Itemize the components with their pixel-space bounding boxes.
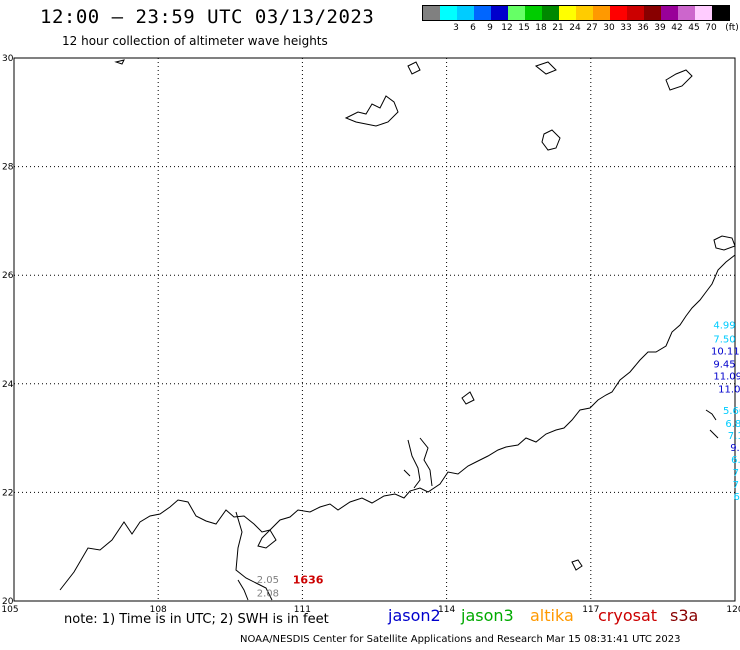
wave-height-value: 2.05: [257, 575, 279, 586]
color-swatch: [593, 6, 610, 20]
color-scale-tick-label: 42: [671, 23, 683, 33]
coastline-bay: [257, 529, 277, 549]
wave-height-value: 11.09: [713, 371, 740, 382]
color-swatch: [576, 6, 593, 20]
color-swatch: [644, 6, 661, 20]
coastline-mainland: [59, 254, 736, 591]
latitude-tick-label: 26: [2, 271, 14, 281]
satellite-legend-item: cryosat: [598, 606, 658, 625]
color-swatch: [678, 6, 695, 20]
color-swatch: [610, 6, 627, 20]
color-scale-tick-label: 9: [487, 23, 493, 33]
coastline: [59, 59, 736, 601]
wave-height-value: 7.1: [728, 431, 740, 442]
color-scale-tick-label: 12: [501, 23, 513, 33]
coastline-leizhou: [235, 511, 273, 601]
axis-labels: 105 108 111 114 117 120 30 28 26 24 22 20: [1, 54, 740, 615]
wave-height-value: 10.11: [711, 346, 740, 357]
color-swatch: [440, 6, 457, 20]
color-scale-tick-label: 15: [518, 23, 530, 33]
color-swatch: [712, 6, 729, 20]
color-swatch: [525, 6, 542, 20]
map-title: 12:00 – 23:59 UTC 03/13/2023: [40, 6, 375, 28]
color-scale-tick-label: 21: [552, 23, 564, 33]
longitude-tick-label: 108: [150, 605, 167, 615]
color-scale-swatches: [422, 5, 730, 21]
longitude-tick-label: 120: [726, 605, 740, 615]
wave-height-value: 4.99: [713, 320, 735, 331]
wave-height-value: 6: [734, 492, 740, 503]
coastline-hainan-strait: [237, 579, 249, 601]
color-swatch: [508, 6, 525, 20]
wave-height-observations: 4.997.5010.119.4511.0911.095.666.837.19.…: [257, 320, 740, 599]
wave-height-color-scale: 3 6 9 12 15 18 21 24 27 30 33 36 39 42 45 70 (ft): [422, 5, 739, 35]
lake-small-3: [665, 69, 693, 91]
wave-height-value: 6.83: [725, 419, 740, 430]
color-scale-tick-label: 24: [569, 23, 581, 33]
map-subtitle: 12 hour collection of altimeter wave hei…: [62, 34, 328, 48]
wave-height-value: 9.45: [713, 360, 735, 371]
color-scale-labels: 3 6 9 12 15 18 21 24 27 30 33 36 39 42 45 70 (ft): [422, 21, 739, 35]
color-scale-tick-label: 70: [705, 23, 717, 33]
color-swatch: [423, 6, 440, 20]
color-scale-tick-label: 6: [470, 23, 476, 33]
longitude-tick-label: 105: [1, 605, 18, 615]
color-scale-tick-label: 30: [603, 23, 615, 33]
color-swatch: [542, 6, 559, 20]
color-swatch: [695, 6, 712, 20]
satellite-legend-item: jason3: [461, 606, 514, 625]
longitude-tick-label: 114: [438, 605, 455, 615]
satellite-legend-item: jason2: [388, 606, 441, 625]
color-scale-tick-label: 45: [688, 23, 700, 33]
lake-poyang: [541, 129, 561, 151]
lake-small-4: [114, 59, 125, 65]
longitude-tick-label: 117: [582, 605, 599, 615]
satellite-legend-item: s3a: [670, 606, 699, 625]
color-scale-tick-label: 3: [453, 23, 459, 33]
island-small: [571, 559, 583, 571]
color-swatch: [457, 6, 474, 20]
lake-small-2: [407, 61, 421, 75]
color-swatch: [661, 6, 678, 20]
color-scale-tick-label: 27: [586, 23, 598, 33]
footer-credit: NOAA/NESDIS Center for Satellite Applica…: [240, 634, 681, 645]
color-scale-tick-label: 39: [654, 23, 666, 33]
wave-height-value: 9.6: [730, 443, 740, 454]
wave-height-value: 7: [733, 468, 739, 479]
coastline-taiwan: [705, 409, 719, 439]
satellite-legend-item: altika: [530, 606, 574, 625]
color-swatch: [627, 6, 644, 20]
latitude-tick-label: 22: [2, 488, 13, 498]
coastline-river-delta: [403, 437, 433, 489]
wave-height-value: 5.66: [723, 406, 740, 417]
wave-height-value: 7.50: [713, 335, 735, 346]
color-swatch: [559, 6, 576, 20]
latitude-tick-label: 30: [2, 54, 14, 64]
latitude-tick-label: 20: [2, 597, 14, 607]
color-scale-unit: (ft): [725, 23, 739, 33]
lake-dongting: [344, 95, 399, 127]
island-penghu: [461, 391, 475, 405]
wave-height-value: 1636: [293, 574, 324, 587]
latitude-tick-label: 24: [2, 380, 14, 390]
wave-height-value: 11.09: [718, 384, 740, 395]
wave-height-value: 7: [733, 480, 739, 491]
color-swatch: [491, 6, 508, 20]
wave-height-value: 2.08: [257, 589, 279, 600]
longitude-tick-label: 111: [294, 605, 311, 615]
color-scale-tick-label: 36: [637, 23, 649, 33]
color-scale-tick-label: 33: [620, 23, 632, 33]
lake-small-5: [713, 235, 736, 251]
color-swatch: [474, 6, 491, 20]
wave-height-value: 6.: [731, 455, 740, 466]
lake-small-1: [534, 61, 557, 75]
units-note: note: 1) Time is in UTC; 2) SWH is in fe…: [64, 612, 329, 627]
map-frame: [13, 57, 736, 602]
latitude-tick-label: 28: [2, 163, 14, 173]
color-scale-tick-label: 18: [535, 23, 547, 33]
